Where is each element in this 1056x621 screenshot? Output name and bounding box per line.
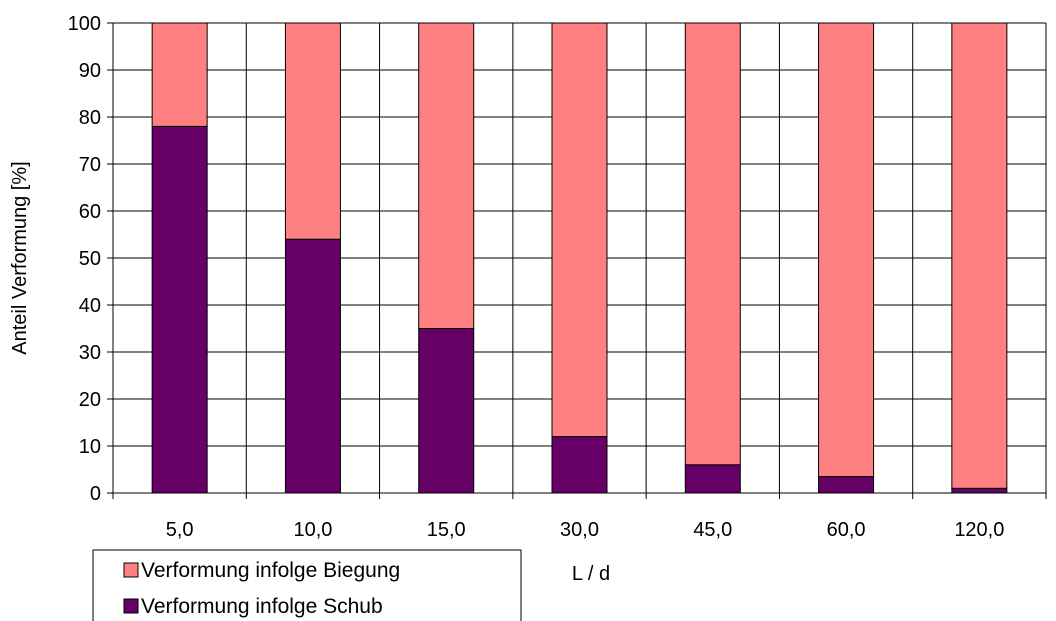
bar-segment-biegung: [418, 22, 475, 329]
x-tick-label: 30,0: [560, 519, 599, 541]
bars: [151, 22, 1008, 494]
y-axis-title: Anteil Verformung [%]: [9, 161, 31, 354]
bar-segment-schub: [284, 238, 341, 494]
legend: Verformung infolge Biegung Verformung inf…: [92, 549, 522, 621]
x-tick-label: 10,0: [293, 519, 332, 541]
y-tick-label: 30: [79, 342, 101, 364]
x-tick-label: 5,0: [166, 519, 194, 541]
legend-swatch: [123, 562, 139, 578]
x-tick-label: 120,0: [954, 519, 1004, 541]
legend-entry-label: Verformung infolge Biegung: [141, 559, 400, 582]
x-axis-title: L / d: [572, 563, 610, 585]
x-tick-label: 45,0: [693, 519, 732, 541]
axes: [107, 22, 1047, 499]
x-tick-label: 15,0: [427, 519, 466, 541]
bar-segment-biegung: [284, 22, 341, 240]
bar-segment-biegung: [818, 22, 875, 478]
legend-entry-label: Verformung infolge Schub: [141, 595, 383, 618]
y-tick-label: 100: [68, 13, 101, 35]
legend-box: [92, 549, 522, 621]
y-tick-label: 40: [79, 295, 101, 317]
y-tick-label: 50: [79, 248, 101, 270]
y-tick-label: 0: [90, 483, 101, 505]
y-tick-label: 10: [79, 436, 101, 458]
bar-segment-biegung: [684, 22, 741, 466]
bar-segment-schub: [951, 487, 1008, 494]
x-tick-labels: 5,0 10,0 15,0 30,0 45,0 60,0 120,0: [166, 519, 1005, 541]
bar-segment-schub: [684, 464, 741, 494]
y-tick-label: 80: [79, 107, 101, 129]
bar-segment-schub: [418, 328, 475, 494]
x-tick-label: 60,0: [827, 519, 866, 541]
bar-segment-schub: [818, 476, 875, 494]
bar-segment-biegung: [951, 22, 1008, 489]
bar-segment-schub: [551, 436, 608, 494]
bar-segment-biegung: [551, 22, 608, 438]
y-tick-labels: 0 10 20 30 40 50 60 70 80 90 100: [68, 13, 101, 505]
bar-segment-biegung: [151, 22, 208, 127]
y-tick-label: 70: [79, 154, 101, 176]
bar-segment-schub: [151, 125, 208, 494]
y-tick-label: 90: [79, 60, 101, 82]
legend-swatch: [123, 598, 139, 614]
y-tick-label: 20: [79, 389, 101, 411]
y-tick-label: 60: [79, 201, 101, 223]
